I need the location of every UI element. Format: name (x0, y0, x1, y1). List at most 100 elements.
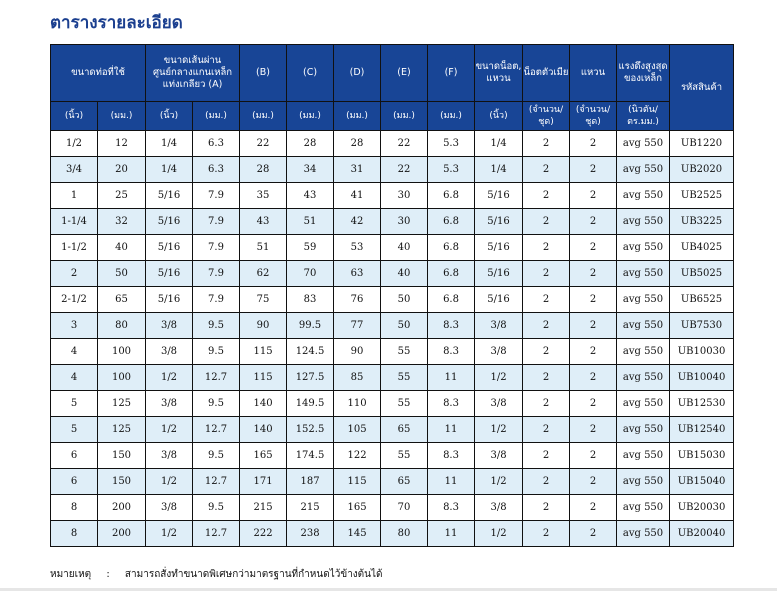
table-cell: 22 (380, 156, 429, 183)
table-cell: 5/16 (145, 208, 193, 235)
table-cell: 42 (333, 208, 382, 235)
unit-header: (นิ้ว) (145, 101, 193, 131)
table-cell: 3/8 (474, 390, 524, 417)
table-row: 8 200 3/8 9.5 215 215 165 70 8.3 3/8 2 2 avg 550 UB20… (50, 494, 735, 521)
table-cell: 77 (333, 312, 382, 339)
table-cell: 2 (569, 338, 618, 365)
table-cell: UB10030 (669, 338, 735, 365)
table-cell: 76 (333, 286, 382, 313)
table-cell: 149.5 (286, 390, 335, 417)
table-row: 5 125 3/8 9.5 140 149.5 110 55 8.3 3/8 2 2 avg 550 UB… (50, 390, 735, 417)
table-cell: 2 (522, 234, 571, 261)
table-cell: 5.3 (427, 130, 476, 157)
table-cell: avg 550 (616, 312, 671, 339)
table-cell: 8.3 (427, 442, 476, 469)
table-cell: 7.9 (191, 286, 241, 313)
table-cell: 34 (286, 156, 335, 183)
table-row: 2-1/2 65 5/16 7.9 75 83 76 50 6.8 5/16 2 2 avg 550 UB… (50, 286, 735, 313)
table-cell: 125 (97, 390, 146, 417)
table-cell: 6 (50, 468, 98, 495)
note-text: สามารถสั่งทำขนาดพิเศษกว่ามาตรฐานที่กำหนด… (124, 569, 383, 580)
table-cell: avg 550 (616, 494, 671, 521)
table-cell: 80 (380, 520, 429, 547)
table-cell: 5/16 (145, 260, 193, 287)
table-cell: 1/4 (145, 156, 193, 183)
table-cell: 43 (286, 182, 335, 209)
table-cell: 2 (569, 260, 618, 287)
table-cell: 22 (380, 130, 429, 157)
table-cell: 22 (239, 130, 288, 157)
table-cell: 174.5 (286, 442, 335, 469)
spec-table: ขนาดท่อที่ใช้ ขนาดเส้นผ่านศูนย์กลางแกนเห… (50, 44, 735, 547)
table-cell: UB1220 (669, 130, 735, 157)
table-cell: 55 (380, 364, 429, 391)
table-cell: UB2525 (669, 182, 735, 209)
unit-header: (จำนวน/ชุด) (522, 101, 571, 131)
table-cell: 1/2 (474, 416, 524, 443)
header-code: รหัสสินค้า (669, 44, 735, 131)
table-cell: 2 (522, 130, 571, 157)
table-cell: 43 (239, 208, 288, 235)
table-cell: 2 (522, 338, 571, 365)
table-cell: 1 (50, 182, 98, 209)
table-cell: 9.5 (191, 494, 241, 521)
unit-header: (มม.) (286, 101, 335, 131)
table-cell: 3/8 (474, 442, 524, 469)
table-cell: 3/8 (145, 338, 193, 365)
table-cell: 3/8 (145, 494, 193, 521)
table-cell: 5/16 (474, 234, 524, 261)
header-tensile: แรงดึงสูงสุดของเหล็ก (616, 44, 671, 102)
table-cell: 145 (333, 520, 382, 547)
table-cell: 9.5 (191, 312, 241, 339)
table-cell: UB20040 (669, 520, 735, 547)
table-cell: 11 (427, 468, 476, 495)
table-cell: 5/16 (474, 260, 524, 287)
table-cell: 7.9 (191, 234, 241, 261)
table-cell: 5 (50, 416, 98, 443)
table-cell: 150 (97, 442, 146, 469)
table-cell: 65 (380, 468, 429, 495)
table-cell: avg 550 (616, 442, 671, 469)
table-cell: 2 (569, 234, 618, 261)
table-cell: 25 (97, 182, 146, 209)
table-cell: 2 (569, 208, 618, 235)
table-cell: 31 (333, 156, 382, 183)
table-cell: 2 (522, 468, 571, 495)
table-cell: 6.3 (191, 130, 241, 157)
table-cell: 200 (97, 520, 146, 547)
table-cell: UB20030 (669, 494, 735, 521)
table-cell: UB3225 (669, 208, 735, 235)
table-cell: 7.9 (191, 182, 241, 209)
table-cell: 99.5 (286, 312, 335, 339)
unit-header: (นิ้ว) (474, 101, 524, 131)
table-cell: 5/16 (145, 286, 193, 313)
table-cell: 51 (239, 234, 288, 261)
table-cell: 85 (333, 364, 382, 391)
table-cell: 110 (333, 390, 382, 417)
table-cell: 6.3 (191, 156, 241, 183)
table-cell: 7.9 (191, 208, 241, 235)
table-cell: avg 550 (616, 286, 671, 313)
table-cell: 65 (97, 286, 146, 313)
table-cell: 200 (97, 494, 146, 521)
table-row: 3 80 3/8 9.5 90 99.5 77 50 8.3 3/8 2 2 avg 550 UB7530 (50, 312, 735, 339)
table-cell: 5 (50, 390, 98, 417)
unit-header: (จำนวน/ชุด) (569, 101, 618, 131)
table-cell: 3/8 (145, 390, 193, 417)
table-row: 3/4 20 1/4 6.3 28 34 31 22 5.3 1/4 2 2 avg 550 UB2020 (50, 156, 735, 183)
table-cell: 40 (380, 260, 429, 287)
table-cell: 165 (239, 442, 288, 469)
table-cell: 2 (522, 442, 571, 469)
table-cell: 1/2 (145, 416, 193, 443)
table-cell: 7.9 (191, 260, 241, 287)
table-cell: 1/2 (145, 364, 193, 391)
table-row: 8 200 1/2 12.7 222 238 145 80 11 1/2 2 2 avg 550 UB20… (50, 520, 735, 547)
table-cell: 215 (286, 494, 335, 521)
header-f: (F) (427, 44, 476, 102)
table-cell: 3 (50, 312, 98, 339)
table-cell: avg 550 (616, 390, 671, 417)
table-cell: 8.3 (427, 390, 476, 417)
table-cell: UB15040 (669, 468, 735, 495)
table-cell: 9.5 (191, 442, 241, 469)
table-cell: 41 (333, 182, 382, 209)
